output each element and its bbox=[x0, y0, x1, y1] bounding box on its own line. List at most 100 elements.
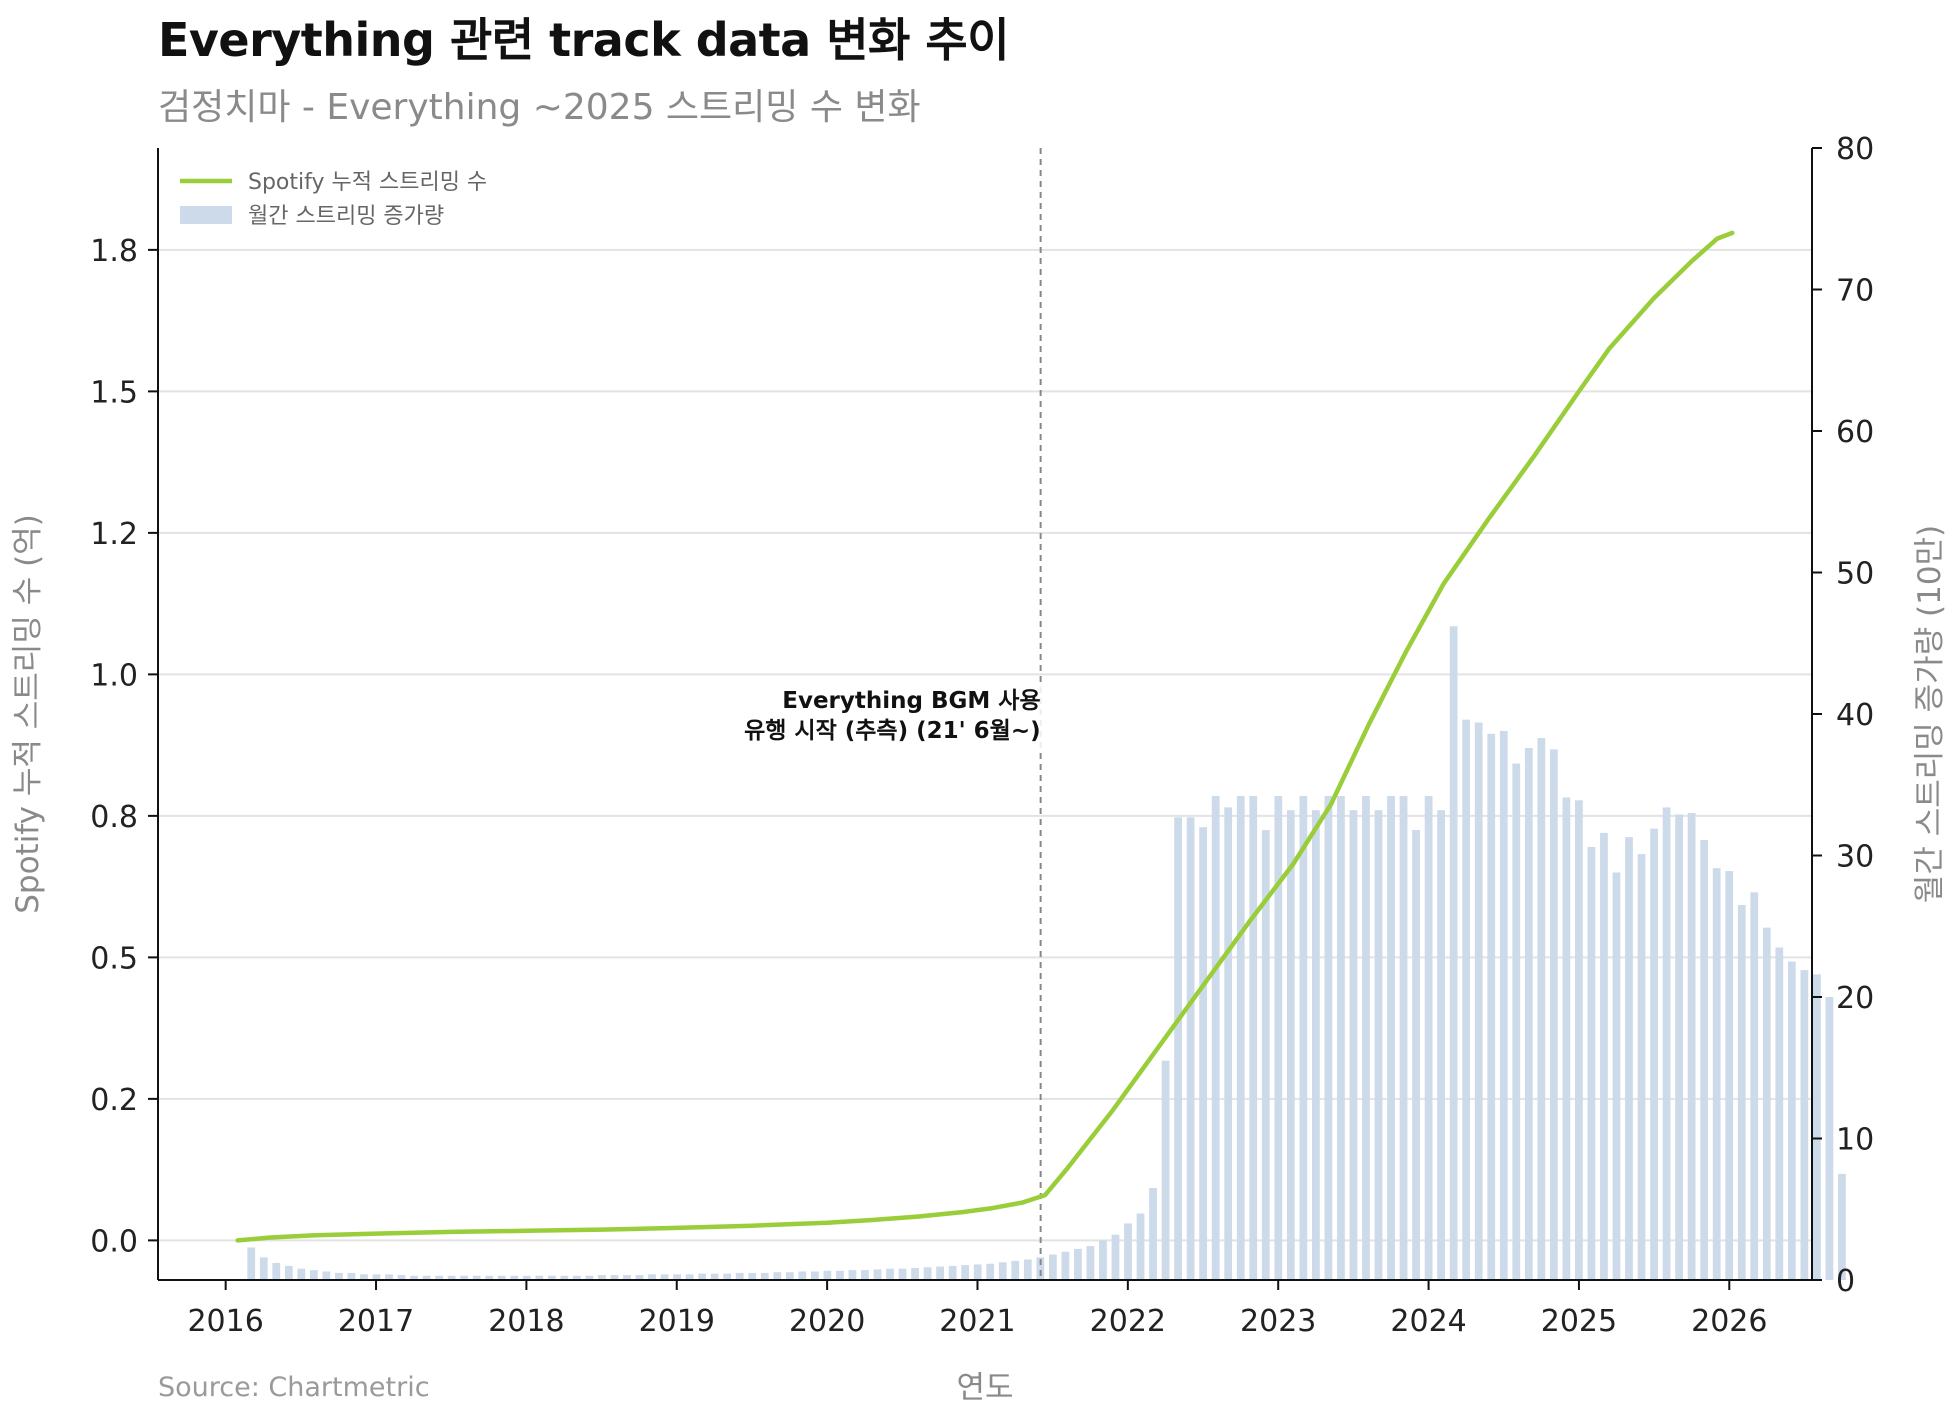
left-y-tick-label-0: 0.0 bbox=[90, 1224, 138, 1259]
bar-month-61 bbox=[1011, 1260, 1020, 1280]
bar-month-46 bbox=[823, 1270, 832, 1280]
chart-title: Everything 관련 track data 변화 추이 bbox=[158, 13, 1010, 67]
bar-month-121 bbox=[1762, 927, 1771, 1280]
x-tick-label-2018: 2018 bbox=[488, 1304, 564, 1339]
bar-month-23 bbox=[535, 1275, 544, 1280]
x-tick-label-2022: 2022 bbox=[1090, 1304, 1166, 1339]
bar-month-127 bbox=[1838, 1173, 1846, 1280]
bar-month-70 bbox=[1124, 1223, 1132, 1280]
bar-month-84 bbox=[1299, 796, 1308, 1280]
bar-month-11 bbox=[385, 1274, 393, 1280]
bar-month-73 bbox=[1161, 1060, 1170, 1280]
bar-month-124 bbox=[1800, 970, 1809, 1280]
x-tick-label-2019: 2019 bbox=[639, 1304, 715, 1339]
bar-month-94 bbox=[1424, 796, 1433, 1280]
bar-month-68 bbox=[1099, 1240, 1107, 1280]
bar-month-30 bbox=[623, 1275, 631, 1280]
bar-month-9 bbox=[360, 1274, 368, 1280]
bar-month-104 bbox=[1549, 749, 1558, 1280]
right-y-axis-label: 월간 스트리밍 증가량 (10만) bbox=[1912, 525, 1948, 903]
bar-month-123 bbox=[1787, 961, 1796, 1280]
left-y-tick-label-7: 1.8 bbox=[90, 234, 138, 269]
bar-month-14 bbox=[422, 1275, 431, 1280]
bar-month-99 bbox=[1487, 733, 1496, 1280]
right-y-ticks: 0 10 20 30 40 50 60 70 80 bbox=[1812, 132, 1874, 1299]
x-tick-label-2021: 2021 bbox=[939, 1304, 1015, 1339]
bar-month-45 bbox=[810, 1271, 819, 1280]
bar-month-57 bbox=[961, 1265, 970, 1280]
bar-month-98 bbox=[1474, 722, 1483, 1280]
bar-month-65 bbox=[1061, 1251, 1070, 1280]
bar-month-28 bbox=[598, 1275, 606, 1280]
bar-month-85 bbox=[1311, 810, 1320, 1280]
bar-month-126 bbox=[1825, 997, 1834, 1280]
bar-month-102 bbox=[1524, 747, 1533, 1280]
bar-month-17 bbox=[460, 1275, 469, 1280]
left-y-tick-label-1: 0.2 bbox=[90, 1083, 138, 1118]
bar-month-2 bbox=[272, 1263, 281, 1280]
x-axis-label: 연도 bbox=[956, 1370, 1013, 1406]
bar-month-120 bbox=[1750, 892, 1759, 1280]
right-y-tick-label-5: 50 bbox=[1836, 557, 1874, 592]
bar-month-118 bbox=[1725, 871, 1734, 1280]
bar-month-97 bbox=[1462, 719, 1471, 1280]
bar-month-119 bbox=[1737, 905, 1746, 1280]
bar-month-114 bbox=[1675, 814, 1683, 1280]
bar-month-35 bbox=[685, 1274, 694, 1280]
bar-month-103 bbox=[1537, 738, 1546, 1280]
bar-month-92 bbox=[1399, 796, 1408, 1280]
bar-month-113 bbox=[1662, 807, 1671, 1280]
bar-month-0 bbox=[247, 1247, 256, 1280]
bar-month-27 bbox=[585, 1275, 594, 1280]
bar-month-43 bbox=[785, 1272, 794, 1280]
bar-month-33 bbox=[660, 1274, 669, 1280]
bar-month-58 bbox=[973, 1264, 982, 1280]
bar-month-31 bbox=[635, 1275, 644, 1280]
bar-month-110 bbox=[1625, 837, 1633, 1280]
bar-month-67 bbox=[1086, 1246, 1095, 1280]
bar-month-111 bbox=[1637, 854, 1646, 1280]
bar-month-80 bbox=[1249, 796, 1258, 1280]
bar-month-51 bbox=[886, 1268, 894, 1280]
bar-month-76 bbox=[1199, 827, 1208, 1280]
left-y-tick-label-3: 0.8 bbox=[90, 800, 138, 835]
right-y-tick-label-8: 80 bbox=[1836, 132, 1874, 167]
bar-month-56 bbox=[948, 1265, 957, 1280]
right-y-tick-label-3: 30 bbox=[1836, 840, 1874, 875]
annotation-line-1: Everything BGM 사용 bbox=[782, 688, 1040, 714]
bar-month-77 bbox=[1211, 796, 1220, 1280]
bar-month-125 bbox=[1813, 974, 1821, 1280]
x-tick-label-2020: 2020 bbox=[789, 1304, 865, 1339]
bar-month-100 bbox=[1499, 730, 1508, 1280]
bar-month-122 bbox=[1775, 947, 1784, 1280]
bar-month-109 bbox=[1612, 872, 1621, 1280]
bar-month-116 bbox=[1700, 839, 1709, 1280]
x-tick-label-2023: 2023 bbox=[1240, 1304, 1316, 1339]
right-y-tick-label-4: 40 bbox=[1836, 698, 1874, 733]
bar-month-12 bbox=[397, 1275, 406, 1280]
bar-month-69 bbox=[1111, 1234, 1120, 1280]
bar-month-26 bbox=[573, 1275, 581, 1280]
bar-month-1 bbox=[259, 1257, 268, 1280]
bar-month-49 bbox=[861, 1270, 869, 1280]
bar-month-88 bbox=[1349, 810, 1358, 1280]
bar-month-105 bbox=[1562, 797, 1571, 1280]
bar-month-117 bbox=[1712, 868, 1721, 1280]
legend: Spotify 누적 스트리밍 수 월간 스트리밍 증가량 bbox=[180, 170, 487, 229]
bar-month-44 bbox=[798, 1271, 807, 1280]
bar-month-22 bbox=[522, 1275, 531, 1280]
bar-month-7 bbox=[335, 1272, 343, 1280]
x-tick-label-2026: 2026 bbox=[1691, 1304, 1767, 1339]
left-y-tick-label-6: 1.5 bbox=[90, 375, 138, 410]
bar-month-60 bbox=[998, 1262, 1007, 1280]
bar-month-16 bbox=[447, 1275, 456, 1280]
bar-month-54 bbox=[923, 1267, 932, 1280]
bar-month-40 bbox=[748, 1272, 757, 1280]
bar-month-55 bbox=[936, 1266, 944, 1280]
right-y-tick-label-2: 20 bbox=[1836, 981, 1874, 1016]
bar-month-86 bbox=[1324, 796, 1333, 1280]
left-y-tick-label-2: 0.5 bbox=[90, 941, 138, 976]
bar-month-25 bbox=[560, 1275, 569, 1280]
annotation: Everything BGM 사용 유행 시작 (추측) (21' 6월~) bbox=[744, 684, 1043, 748]
